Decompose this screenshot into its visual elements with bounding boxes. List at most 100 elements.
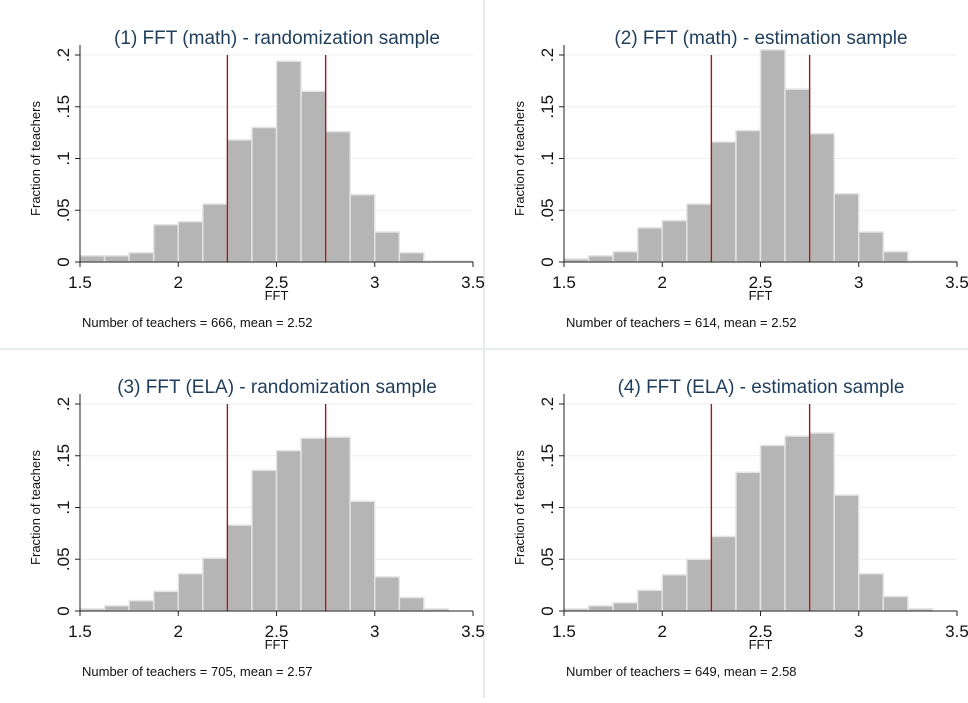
histogram-bar	[735, 129, 762, 263]
histogram-bar	[759, 444, 786, 612]
y-tick-label: 0	[538, 257, 557, 266]
x-axis-label: FFT	[749, 288, 773, 303]
x-tick-label: 2	[658, 273, 667, 292]
chart-panel-2: (2) FFT (math) - estimation sample .2 .15.…	[512, 28, 968, 330]
histogram-bar	[587, 255, 614, 263]
histogram-bar	[587, 605, 614, 612]
histogram-bar	[300, 90, 327, 263]
x-tick-label: 3	[854, 622, 863, 641]
y-axis-label: Fraction of teachers	[28, 101, 43, 216]
histogram-bar	[858, 231, 885, 263]
histogram-bar	[251, 469, 278, 612]
histogram-bar	[686, 558, 713, 612]
histogram-bar	[128, 599, 155, 612]
histogram-bar	[374, 576, 401, 612]
sample-note: Number of teachers = 666, mean = 2.52	[82, 315, 313, 330]
histogram-bar	[202, 203, 229, 263]
chart-panel-4: (4) FFT (ELA) - estimation sample .2 .15 .1…	[512, 377, 968, 679]
x-tick-label: 3.5	[945, 622, 968, 641]
histogram-bar	[152, 590, 179, 612]
histogram-bar	[374, 231, 401, 263]
x-tick-label: 3	[370, 273, 379, 292]
histogram-bar	[300, 437, 327, 612]
histogram-bar	[833, 192, 860, 263]
histogram-bar	[275, 60, 302, 263]
y-axis-label: Fraction of teachers	[512, 101, 527, 216]
x-tick-label: 2.5	[749, 273, 773, 292]
histogram-bar	[882, 250, 909, 263]
x-axis-label: FFT	[265, 288, 289, 303]
x-tick-label: 1.5	[552, 622, 576, 641]
histogram-bar	[275, 449, 302, 612]
x-tick-label: 1.5	[68, 273, 92, 292]
histogram-bar	[251, 126, 278, 263]
y-axis-label: Fraction of teachers	[512, 450, 527, 565]
histogram-bar	[759, 49, 786, 263]
histogram-bar	[636, 589, 663, 612]
x-tick-label: 3	[854, 273, 863, 292]
y-tick-label: .2	[538, 48, 557, 62]
histogram-bar	[882, 595, 909, 612]
sample-note: Number of teachers = 614, mean = 2.52	[566, 315, 797, 330]
chart-panel-1: (1) FFT (math) - randomization sample .2.…	[28, 28, 485, 330]
histogram-bar	[349, 193, 376, 263]
y-tick-label: 0	[538, 606, 557, 615]
chart-panel-3: (3) FFT (ELA) - randomization sample .2 .1…	[28, 377, 485, 679]
histogram-bar	[710, 535, 737, 612]
x-tick-label: 2	[174, 273, 183, 292]
histogram-bar	[612, 250, 639, 263]
x-tick-label: 2.5	[265, 622, 289, 641]
histogram-bar	[612, 601, 639, 612]
histogram-bar	[784, 435, 811, 612]
x-tick-label: 3.5	[945, 273, 968, 292]
y-tick-label: .05	[538, 198, 557, 222]
x-tick-label: 1.5	[68, 622, 92, 641]
histogram-bar	[398, 596, 425, 612]
histogram-bar	[103, 255, 130, 263]
histogram-bar	[202, 557, 229, 612]
histogram-bar	[858, 572, 885, 612]
histogram-bar	[808, 432, 835, 612]
histogram-bar	[833, 494, 860, 612]
y-tick-label: 0	[54, 606, 73, 615]
x-tick-label: 3	[370, 622, 379, 641]
y-tick-label: .05	[54, 198, 73, 222]
y-tick-label: .15	[54, 444, 73, 468]
histogram-bar	[177, 572, 204, 612]
y-tick-label: .15	[54, 95, 73, 119]
histogram-bar	[735, 471, 762, 612]
histogram-bar	[79, 255, 106, 263]
chart-title: (2) FFT (math) - estimation sample	[614, 28, 907, 49]
sample-note: Number of teachers = 649, mean = 2.58	[566, 664, 797, 679]
histogram-bar	[710, 141, 737, 263]
histogram-bar	[784, 88, 811, 263]
x-axis-label: FFT	[265, 637, 289, 652]
histogram-bar	[128, 251, 155, 263]
histogram-bar	[636, 227, 663, 263]
histogram-bar	[152, 223, 179, 263]
y-tick-label: .1	[538, 151, 557, 165]
y-tick-label: 0	[54, 257, 73, 266]
y-tick-label: .15	[538, 95, 557, 119]
sample-note: Number of teachers = 705, mean = 2.57	[82, 664, 313, 679]
x-tick-label: 2.5	[265, 273, 289, 292]
y-axis-label: Fraction of teachers	[28, 450, 43, 565]
x-axis-label: FFT	[749, 637, 773, 652]
x-tick-label: 3.5	[461, 622, 485, 641]
x-tick-label: 3.5	[461, 273, 485, 292]
chart-title: (3) FFT (ELA) - randomization sample	[117, 377, 437, 398]
y-tick-label: .2	[538, 397, 557, 411]
histogram-bar	[349, 500, 376, 612]
histogram-bar	[324, 130, 351, 263]
histogram-bar	[103, 605, 130, 612]
x-tick-label: 1.5	[552, 273, 576, 292]
y-tick-label: .2	[54, 397, 73, 411]
chart-title: (1) FFT (math) - randomization sample	[114, 28, 440, 49]
y-tick-label: .05	[54, 547, 73, 571]
y-tick-label: .1	[54, 500, 73, 514]
histogram-bar	[226, 524, 253, 612]
y-tick-label: .05	[538, 547, 557, 571]
histogram-bar	[226, 139, 253, 263]
